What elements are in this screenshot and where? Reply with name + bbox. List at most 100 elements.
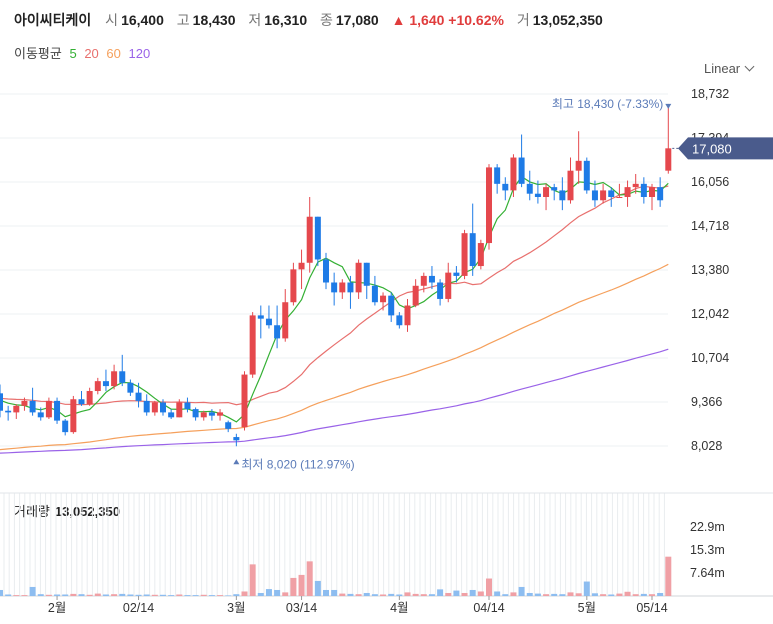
volume-bar [323,589,329,596]
candle-body [135,392,142,401]
candle-body [534,193,541,197]
volume-bar [608,594,615,596]
volume-bar [274,589,281,596]
candle-body [290,269,297,303]
scale-mode-value: Linear [704,61,741,76]
volume-bar [0,589,3,596]
volume-bar [78,594,85,596]
volume-bar [5,594,12,596]
low-marker-icon [233,459,240,465]
ma20-line [0,185,669,406]
candle-body [102,381,109,387]
candle-body [5,410,12,413]
x-tick-label: 04/14 [473,601,504,615]
scale-mode-dropdown[interactable]: Linear [704,61,755,76]
candle-body [192,409,199,418]
candle-body [657,187,664,201]
moving-average-lines [0,175,669,454]
volume-bar [510,592,517,596]
volume-bar [624,591,631,596]
candle-body [306,216,313,263]
volume-tick-label: 22.9m [690,520,725,534]
candle-body [640,183,647,197]
volume-bar [583,581,590,596]
volume-bar [94,593,101,596]
candle-body [0,393,3,411]
candle-body [551,187,558,191]
y-tick-label: 16,056 [691,175,729,189]
volume-axis: 22.9m 15.3m 7.64m [690,520,725,580]
high-annotation: 최고 18,430 (-7.33%) [552,97,663,111]
candle-body [233,437,240,441]
high-label: 고 [176,12,190,28]
candle-body [151,402,158,413]
volume-bar [13,595,20,596]
volume-bar [249,564,256,596]
ma5-label[interactable]: 5 [69,46,77,61]
volume-bar [461,592,468,596]
close-label: 종 [320,12,333,28]
volume-bar [208,595,215,596]
ma60-line [0,263,669,451]
volume-bar [355,594,362,596]
candle-body [160,402,166,413]
x-tick-label: 02/14 [123,601,154,615]
candle-body [445,272,452,299]
volume-bar [657,592,664,596]
x-tick-label: 2월 [48,601,66,615]
candle-body [567,170,574,201]
candle-body [314,216,321,260]
candle-body [127,382,134,393]
x-axis: 2월 02/14 3월 03/14 4월 04/14 5월 05/14 [48,596,668,615]
x-tick-label: 03/14 [286,601,317,615]
volume-bar [45,594,52,596]
candle-body [217,412,224,416]
candle-body [168,412,175,418]
candle-body [608,190,615,197]
volume-bar [111,594,118,596]
candle-body [665,148,672,171]
candle-body [62,420,69,433]
candle-body [331,282,338,293]
candle-body [396,315,403,326]
candle-body [274,325,281,339]
ma-legend[interactable]: 이동평균 5 20 60 120 [14,43,150,62]
volume-bar [445,592,452,596]
volume-bar [151,594,158,596]
volume-bar [298,574,305,596]
candle-body [21,400,28,406]
volume-tick-label: 15.3m [690,543,725,557]
candle-body [461,233,468,276]
volume-bar [363,592,370,596]
change-percent: +10.62% [448,12,504,28]
volume-bar [371,594,378,596]
candles [0,103,672,447]
ma60-label[interactable]: 60 [106,46,121,61]
volume-tick-label: 7.64m [690,566,725,580]
volume-bar [257,592,264,596]
volume-bar [534,593,541,596]
volume-bar [428,594,435,596]
candle-body [282,302,289,339]
candle-body [591,190,598,201]
candle-body [575,160,582,171]
volume-bar [225,595,232,596]
candle-body [583,160,590,191]
volume-bar [306,561,313,596]
change-value: 1,640 [409,12,445,28]
volume-bars [0,556,672,596]
ma20-label[interactable]: 20 [84,46,99,61]
ma-legend-label: 이동평균 [14,46,62,61]
candle-body [420,275,427,286]
ma120-label[interactable]: 120 [128,46,151,61]
candle-body [469,233,476,267]
candle-body [412,285,419,306]
candle-body [29,400,36,413]
volume-bar [396,594,403,596]
candle-body [13,405,20,413]
stock-header: 아이씨티케이 시 16,400 고 18,430 저 16,310 종 17,080 ▲… [14,10,612,30]
candle-body [347,282,354,293]
volume-bar [135,594,142,596]
candle-body [225,422,232,429]
